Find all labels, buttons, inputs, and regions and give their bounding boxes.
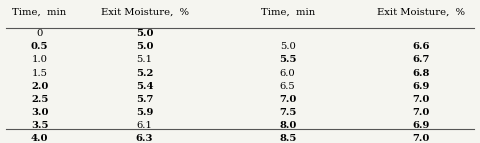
Text: 5.5: 5.5 [279,55,297,64]
Text: 5.0: 5.0 [136,29,153,38]
Text: 6.7: 6.7 [413,55,430,64]
Text: 6.8: 6.8 [413,69,430,78]
Text: 7.5: 7.5 [279,108,297,117]
Text: 6.3: 6.3 [136,134,153,143]
Text: 5.0: 5.0 [136,42,153,51]
Text: Exit Moisture,  %: Exit Moisture, % [100,8,189,17]
Text: 7.0: 7.0 [413,134,430,143]
Text: Time,  min: Time, min [261,8,315,17]
Text: 3.5: 3.5 [31,121,48,130]
Text: 6.1: 6.1 [137,121,153,130]
Text: 8.0: 8.0 [279,121,297,130]
Text: 3.0: 3.0 [31,108,48,117]
Text: 5.0: 5.0 [280,42,296,51]
Text: 5.9: 5.9 [136,108,153,117]
Text: 6.9: 6.9 [413,82,430,91]
Text: 5.7: 5.7 [136,95,153,104]
Text: 5.1: 5.1 [136,55,153,64]
Text: 2.5: 2.5 [31,95,48,104]
Text: 0: 0 [36,29,43,38]
Text: 1.0: 1.0 [32,55,48,64]
Text: 6.0: 6.0 [280,69,296,78]
Text: 7.0: 7.0 [413,95,430,104]
Text: 8.5: 8.5 [279,134,297,143]
Text: 4.0: 4.0 [31,134,48,143]
Text: 6.9: 6.9 [413,121,430,130]
Text: Exit Moisture,  %: Exit Moisture, % [377,8,465,17]
Text: 7.0: 7.0 [279,95,297,104]
Text: 5.2: 5.2 [136,69,153,78]
Text: 6.6: 6.6 [413,42,430,51]
Text: 5.4: 5.4 [136,82,153,91]
Text: 7.0: 7.0 [413,108,430,117]
Text: Time,  min: Time, min [12,8,67,17]
Text: 6.5: 6.5 [280,82,296,91]
Text: 0.5: 0.5 [31,42,48,51]
Text: 1.5: 1.5 [32,69,48,78]
Text: 2.0: 2.0 [31,82,48,91]
